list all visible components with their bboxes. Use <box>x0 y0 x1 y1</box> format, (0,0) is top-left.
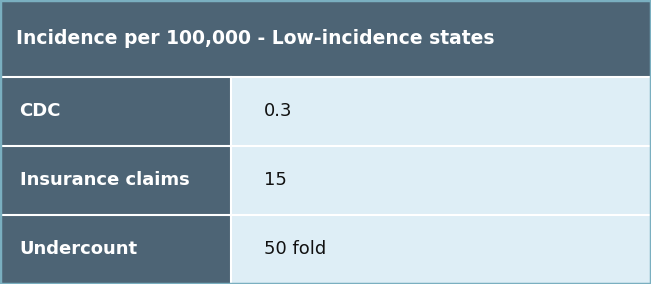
Bar <box>0 77 231 146</box>
Text: Incidence per 100,000 - Low-incidence states: Incidence per 100,000 - Low-incidence st… <box>16 29 495 48</box>
Text: 0.3: 0.3 <box>264 102 292 120</box>
Bar <box>0 146 231 215</box>
Text: CDC: CDC <box>20 102 61 120</box>
Bar <box>231 77 651 146</box>
Bar <box>0 215 231 284</box>
Text: 50 fold: 50 fold <box>264 241 326 258</box>
Bar <box>231 215 651 284</box>
Text: 15: 15 <box>264 171 286 189</box>
Text: Insurance claims: Insurance claims <box>20 171 189 189</box>
Text: Undercount: Undercount <box>20 241 137 258</box>
Bar <box>231 146 651 215</box>
Bar <box>0 0 651 77</box>
